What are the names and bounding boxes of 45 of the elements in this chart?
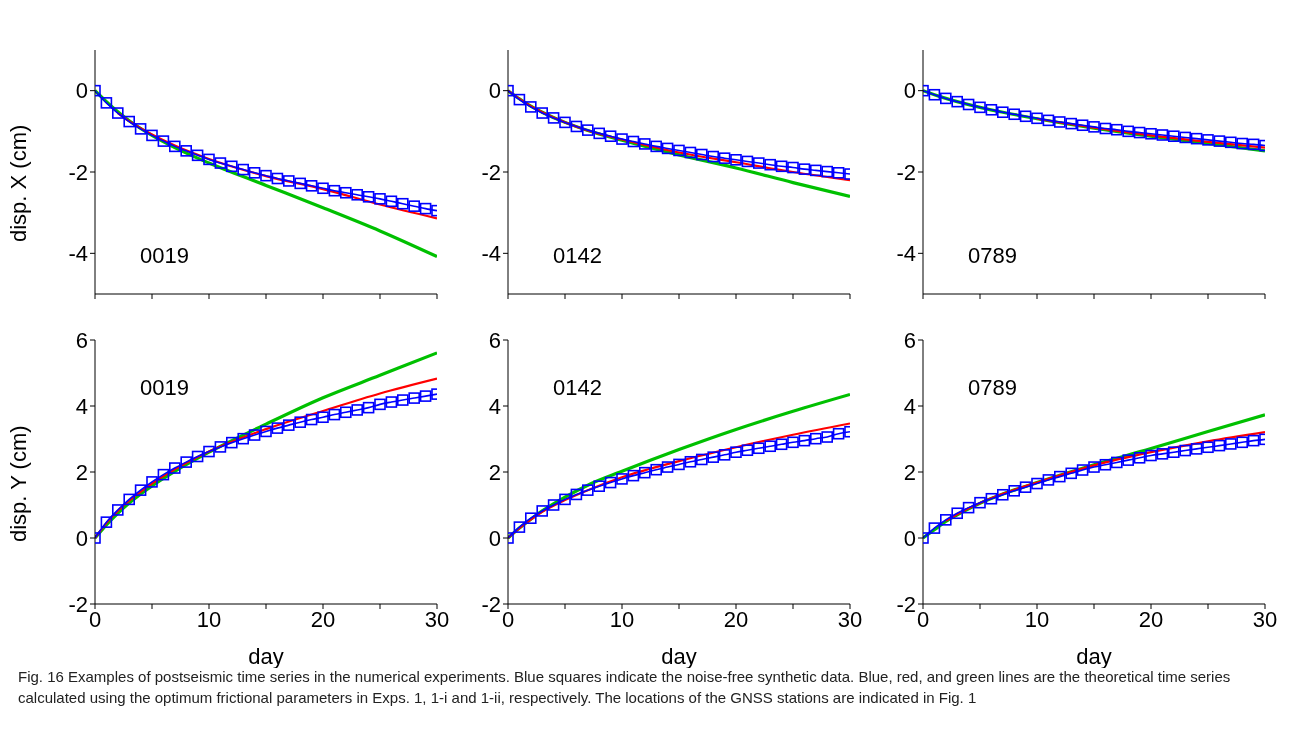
annotation: 0142: [553, 374, 602, 400]
annotation: 0019: [140, 374, 189, 400]
y-tick-label: 4: [75, 393, 88, 419]
y-tick-label: -2: [68, 591, 88, 617]
x-tick-label: 20: [1138, 606, 1164, 632]
x-tick-label: 30: [837, 606, 863, 632]
y-axis-title: disp. Y (cm): [5, 425, 31, 542]
x-axis-title: day: [248, 644, 284, 669]
x-tick-label: 30: [424, 606, 450, 632]
y-tick-label: 0: [488, 78, 501, 104]
x-tick-label: 10: [196, 606, 222, 632]
x-tick-label: 30: [1252, 606, 1278, 632]
y-tick-label: 0: [75, 78, 88, 104]
x-axis-title: day: [1076, 644, 1112, 669]
y-tick-label: 2: [903, 459, 916, 485]
y-tick-label: -2: [481, 159, 501, 185]
y-tick-label: 6: [903, 327, 916, 353]
y-tick-label: 2: [488, 459, 501, 485]
y-tick-label: 0: [903, 525, 916, 551]
y-tick-label: 6: [488, 327, 501, 353]
y-tick-label: 6: [75, 327, 88, 353]
y-tick-label: -2: [896, 159, 916, 185]
y-tick-label: -4: [68, 241, 88, 267]
annotation: 0142: [553, 243, 602, 269]
annotation: 0789: [968, 243, 1017, 269]
x-tick-label: 10: [609, 606, 635, 632]
y-tick-label: -2: [68, 159, 88, 185]
caption: Fig. 16 Examples of postseismic time series in the numerical experiments. Blue squares indicate the noise-free synthetic data. Blue, red, and green lines are the theoretical time series calculated using the optimum frictional parameters in Exps. 1, 1-i and 1-ii, respectively. The locations of the GNSS stations are indicated in Fig. 1: [18, 668, 1232, 708]
x-tick-label: 20: [723, 606, 749, 632]
y-tick-label: -2: [481, 591, 501, 617]
y-axis-title: disp. X (cm): [5, 124, 31, 242]
x-tick-label: 20: [310, 606, 336, 632]
y-tick-label: -2: [896, 591, 916, 617]
y-tick-label: -4: [896, 241, 916, 267]
y-tick-label: 4: [488, 393, 501, 419]
y-tick-label: 4: [903, 393, 916, 419]
y-tick-label: 0: [903, 78, 916, 104]
x-tick-label: 10: [1024, 606, 1050, 632]
y-tick-label: 0: [75, 525, 88, 551]
annotation: 0019: [140, 243, 189, 269]
y-tick-label: -4: [481, 241, 501, 267]
y-tick-label: 2: [75, 459, 88, 485]
y-tick-label: 0: [488, 525, 501, 551]
x-axis-title: day: [661, 644, 697, 669]
annotation: 0789: [968, 374, 1017, 400]
